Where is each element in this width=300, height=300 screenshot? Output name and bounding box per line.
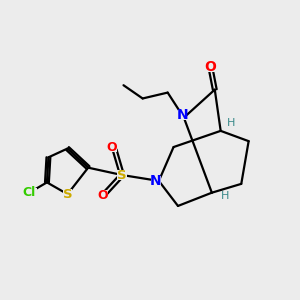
Bar — [63, 189, 72, 199]
Text: Cl: Cl — [23, 186, 36, 199]
Text: S: S — [117, 169, 127, 182]
Text: N: N — [177, 108, 188, 122]
Text: H: H — [221, 190, 229, 201]
Text: H: H — [227, 118, 235, 128]
Bar — [22, 188, 37, 198]
Text: O: O — [106, 141, 117, 154]
Text: O: O — [98, 189, 108, 202]
Bar — [151, 176, 161, 186]
Text: S: S — [63, 188, 72, 201]
Bar — [117, 170, 127, 180]
Text: O: O — [204, 60, 216, 74]
Text: N: N — [150, 174, 162, 188]
Bar — [98, 190, 108, 201]
Bar — [206, 62, 215, 72]
Bar — [178, 110, 187, 120]
Bar — [107, 142, 117, 152]
